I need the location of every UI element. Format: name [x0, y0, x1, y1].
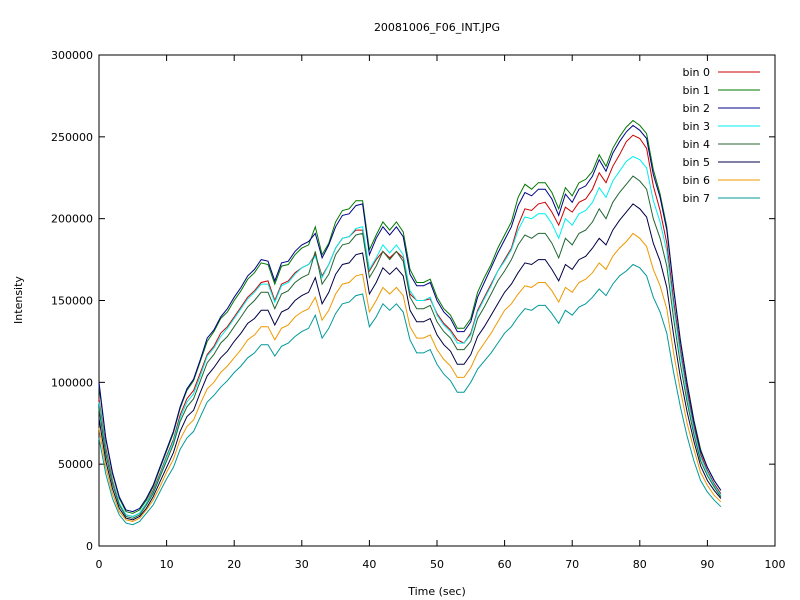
chart-title: 20081006_F06_INT.JPG	[374, 21, 500, 34]
x-tick-label: 20	[227, 558, 241, 571]
series-lines	[98, 119, 722, 526]
x-tick-label: 40	[362, 558, 376, 571]
x-tick-label: 80	[633, 558, 647, 571]
legend: bin 0 bin 1 bin 2 bin 3 bin 4 bin 5 bin 6 bin 7	[682, 66, 760, 205]
legend-label: bin 2	[682, 102, 710, 115]
y-tick-label: 250000	[51, 131, 93, 144]
y-tick-label: 100000	[51, 376, 93, 389]
series-line-bin-1	[98, 119, 722, 514]
y-axis: 0 50000 100000 150000 200000 250000 300000	[51, 49, 775, 553]
legend-label: bin 1	[682, 84, 710, 97]
series-line-bin-4	[98, 175, 722, 519]
x-axis: 0 10 20 30 40 50 60 70 80 90 100	[96, 55, 786, 571]
x-axis-label: Time (sec)	[407, 585, 466, 598]
y-tick-label: 150000	[51, 295, 93, 308]
x-tick-label: 100	[765, 558, 786, 571]
series-line-bin-0	[98, 134, 722, 518]
x-tick-label: 0	[96, 558, 103, 571]
series-line-bin-5	[98, 203, 722, 521]
y-axis-label: Intensity	[12, 276, 25, 324]
x-tick-label: 30	[295, 558, 309, 571]
y-tick-label: 300000	[51, 49, 93, 62]
series-line-bin-7	[98, 263, 722, 526]
x-tick-label: 10	[160, 558, 174, 571]
legend-label: bin 5	[682, 156, 710, 169]
x-tick-label: 70	[565, 558, 579, 571]
series-line-bin-6	[98, 232, 722, 523]
y-tick-label: 200000	[51, 213, 93, 226]
legend-label: bin 7	[682, 192, 710, 205]
legend-label: bin 4	[682, 138, 710, 151]
series-line-bin-3	[98, 155, 722, 518]
legend-label: bin 3	[682, 120, 710, 133]
x-tick-label: 60	[498, 558, 512, 571]
y-tick-label: 50000	[58, 458, 93, 471]
x-tick-label: 50	[430, 558, 444, 571]
legend-label: bin 0	[682, 66, 710, 79]
x-tick-label: 90	[700, 558, 714, 571]
y-tick-label: 0	[86, 540, 93, 553]
series-line-bin-2	[98, 124, 722, 513]
legend-label: bin 6	[682, 174, 710, 187]
